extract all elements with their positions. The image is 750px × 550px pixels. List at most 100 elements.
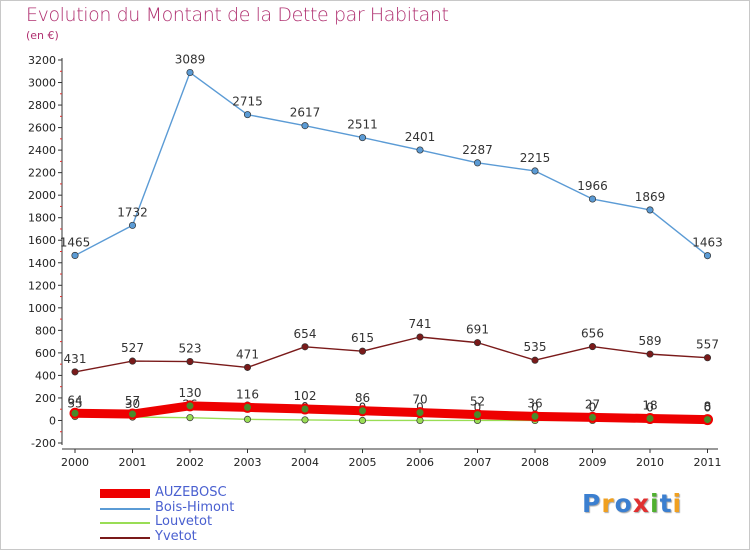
data-label-yvetot: 535 — [524, 340, 547, 354]
data-point-yvetot — [243, 363, 252, 371]
x-tick-label: 2008 — [521, 456, 549, 469]
data-label-yvetot: 589 — [639, 334, 662, 348]
data-label-auzebosc: 18 — [642, 398, 657, 412]
data-label-yvetot: 557 — [696, 338, 719, 352]
data-label-yvetot: 431 — [64, 352, 87, 366]
data-label-auzebosc: 36 — [527, 396, 542, 410]
y-tick-label: 1600 — [28, 234, 56, 247]
data-point-auzebosc — [702, 414, 713, 426]
data-label-bois-himont: 1463 — [692, 236, 723, 250]
y-tick-label: 2800 — [28, 99, 56, 112]
data-label-yvetot: 654 — [294, 327, 317, 341]
x-tick-label: 2003 — [234, 456, 262, 469]
data-label-bois-himont: 1966 — [577, 179, 608, 193]
y-tick-label: 3000 — [28, 77, 56, 90]
data-label-bois-himont: 2617 — [290, 106, 321, 120]
data-point-auzebosc — [127, 408, 138, 420]
data-label-auzebosc: 116 — [236, 387, 259, 401]
y-tick-label: 1400 — [28, 257, 56, 270]
data-label-bois-himont: 1465 — [60, 235, 91, 249]
data-label-yvetot: 741 — [409, 317, 432, 331]
x-tick-label: 2000 — [61, 456, 89, 469]
data-label-auzebosc: 86 — [355, 391, 370, 405]
data-label-auzebosc: 27 — [585, 397, 600, 411]
y-tick-label: 2200 — [28, 167, 56, 180]
data-label-auzebosc: 102 — [294, 389, 317, 403]
data-label-yvetot: 615 — [351, 331, 374, 345]
data-label-louvetot: 35 — [67, 397, 82, 411]
data-point-bois-himont — [186, 68, 194, 77]
data-label-bois-himont: 2401 — [405, 130, 436, 144]
data-point-auzebosc — [242, 401, 253, 413]
x-tick-label: 2005 — [349, 456, 377, 469]
y-tick-label: 600 — [35, 347, 56, 360]
data-point-auzebosc — [529, 410, 541, 422]
data-point-bois-himont — [301, 122, 309, 130]
data-point-yvetot — [301, 343, 309, 351]
data-point-auzebosc — [472, 409, 483, 421]
y-tick-label: 400 — [35, 369, 56, 382]
data-point-auzebosc — [414, 407, 426, 419]
data-point-yvetot — [186, 358, 194, 366]
data-label-louvetot: 0 — [474, 400, 482, 414]
data-point-bois-himont — [588, 195, 597, 203]
data-label-bois-himont: 3089 — [175, 53, 206, 67]
data-point-yvetot — [358, 347, 367, 355]
y-tick-label: 2600 — [28, 122, 56, 135]
data-label-yvetot: 523 — [179, 342, 202, 356]
data-point-auzebosc — [587, 411, 598, 423]
chart-subtitle: (en €) — [26, 29, 59, 42]
y-tick-label: 2000 — [28, 189, 56, 202]
data-point-bois-himont — [703, 252, 712, 260]
data-label-auzebosc: 8 — [704, 400, 712, 414]
series-line-yvetot — [74, 336, 709, 373]
x-tick-label: 2001 — [119, 456, 147, 469]
logo-letter: r — [601, 489, 615, 518]
legend-label: Louvetot — [155, 514, 213, 529]
data-point-auzebosc — [357, 405, 368, 417]
data-label-bois-himont: 2215 — [520, 151, 551, 165]
data-point-yvetot — [531, 356, 539, 364]
data-point-bois-himont — [128, 221, 137, 229]
data-label-auzebosc: 130 — [179, 386, 202, 400]
logo-letter: t — [659, 489, 673, 518]
data-label-bois-himont: 2287 — [462, 143, 493, 157]
data-point-yvetot — [703, 354, 712, 362]
x-tick-label: 2011 — [694, 456, 722, 469]
data-point-bois-himont — [531, 167, 539, 175]
data-label-louvetot: 30 — [125, 397, 140, 411]
data-label-yvetot: 527 — [121, 341, 144, 355]
data-point-louvetot — [301, 416, 309, 424]
data-label-auzebosc: 64 — [67, 393, 82, 407]
data-label-auzebosc: 70 — [412, 393, 427, 407]
data-label-bois-himont: 1732 — [117, 205, 148, 219]
x-tick-label: 2009 — [579, 456, 607, 469]
y-tick-label: 3200 — [28, 54, 56, 67]
legend-swatch — [100, 507, 150, 510]
x-tick-label: 2006 — [406, 456, 434, 469]
data-point-yvetot — [473, 339, 482, 347]
data-point-yvetot — [646, 350, 654, 358]
x-tick-label: 2010 — [636, 456, 664, 469]
legend-label: Bois-Himont — [155, 499, 235, 515]
logo-letter: o — [614, 489, 633, 518]
data-label-bois-himont: 2511 — [347, 118, 378, 132]
logo-letter: P — [582, 489, 602, 518]
data-label-bois-himont: 2715 — [232, 95, 263, 109]
series-line-auzebosc — [70, 401, 712, 425]
x-tick-label: 2007 — [464, 456, 492, 469]
data-point-louvetot — [186, 414, 194, 422]
y-tick-label: 800 — [35, 324, 56, 337]
proxiti-logo: Proxiti — [582, 489, 682, 518]
data-point-louvetot — [358, 416, 367, 425]
data-point-bois-himont — [358, 134, 367, 142]
legend-label: Yvetot — [155, 528, 197, 544]
y-tick-label: 200 — [35, 392, 56, 405]
data-point-bois-himont — [243, 111, 252, 119]
logo-letter: i — [650, 489, 660, 518]
x-tick-label: 2004 — [291, 456, 319, 469]
data-point-bois-himont — [71, 251, 79, 259]
data-point-yvetot — [128, 357, 137, 365]
data-point-auzebosc — [644, 412, 656, 424]
